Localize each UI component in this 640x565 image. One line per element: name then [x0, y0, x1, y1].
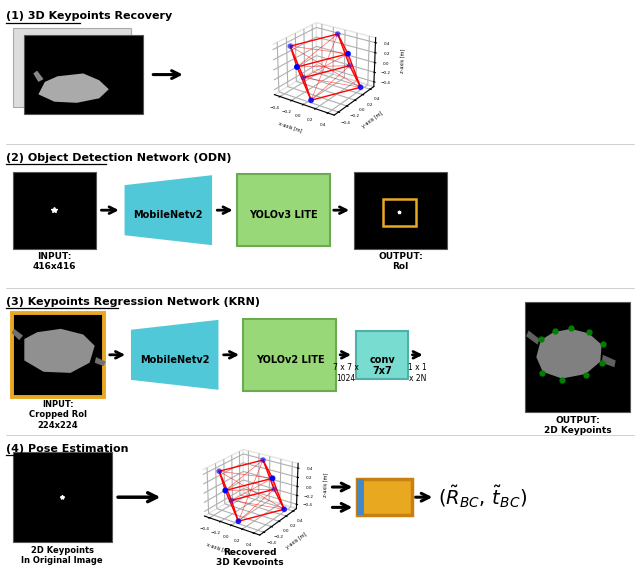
Text: (4) Pose Estimation: (4) Pose Estimation: [6, 444, 129, 454]
Y-axis label: y-axis [m]: y-axis [m]: [285, 532, 308, 550]
Polygon shape: [130, 319, 220, 391]
Polygon shape: [38, 73, 109, 103]
Polygon shape: [12, 329, 23, 340]
X-axis label: x-axis [m]: x-axis [m]: [206, 541, 231, 554]
Text: 7 x 7 x
1024: 7 x 7 x 1024: [333, 363, 358, 383]
FancyBboxPatch shape: [357, 479, 412, 515]
FancyBboxPatch shape: [243, 319, 336, 391]
Text: (1) 3D Keypoints Recovery: (1) 3D Keypoints Recovery: [6, 11, 173, 21]
Text: MobileNetv2: MobileNetv2: [134, 210, 203, 220]
Polygon shape: [526, 331, 540, 345]
Polygon shape: [24, 329, 95, 373]
Text: INPUT:
416x416: INPUT: 416x416: [33, 252, 76, 271]
Text: OUTPUT:
RoI: OUTPUT: RoI: [378, 252, 423, 271]
FancyBboxPatch shape: [13, 172, 96, 249]
Text: YOLOv2 LITE: YOLOv2 LITE: [255, 355, 324, 365]
Text: PnP: PnP: [368, 497, 401, 512]
Polygon shape: [602, 355, 616, 367]
Polygon shape: [536, 329, 602, 379]
Text: $(\tilde{R}_{BC},\,\tilde{t}_{BC})$: $(\tilde{R}_{BC},\,\tilde{t}_{BC})$: [438, 484, 527, 510]
FancyBboxPatch shape: [354, 172, 447, 249]
Text: conv
7x7: conv 7x7: [369, 355, 395, 376]
Text: 1 x 1
x 2N: 1 x 1 x 2N: [408, 363, 427, 383]
FancyBboxPatch shape: [356, 331, 408, 379]
FancyBboxPatch shape: [237, 174, 330, 246]
Polygon shape: [33, 71, 44, 82]
Text: (3) Keypoints Regression Network (KRN): (3) Keypoints Regression Network (KRN): [6, 297, 260, 307]
X-axis label: x-axis [m]: x-axis [m]: [278, 121, 303, 133]
Text: 2D Keypoints
In Original Image: 2D Keypoints In Original Image: [21, 546, 103, 565]
Text: INPUT:
Cropped RoI
224x224: INPUT: Cropped RoI 224x224: [29, 400, 86, 430]
FancyBboxPatch shape: [13, 28, 131, 107]
Text: OUTPUT:
2D Keypoints: OUTPUT: 2D Keypoints: [544, 416, 612, 435]
Y-axis label: y-axis [m]: y-axis [m]: [361, 111, 383, 129]
FancyBboxPatch shape: [13, 452, 112, 542]
FancyBboxPatch shape: [24, 35, 143, 114]
Text: Recovered
3D Keypoints: Recovered 3D Keypoints: [216, 548, 284, 565]
Polygon shape: [95, 357, 106, 366]
Polygon shape: [124, 174, 213, 246]
FancyBboxPatch shape: [525, 302, 630, 412]
Text: YOLOv3 LITE: YOLOv3 LITE: [249, 210, 318, 220]
FancyBboxPatch shape: [383, 199, 416, 226]
FancyBboxPatch shape: [357, 479, 364, 515]
Text: (2) Object Detection Network (ODN): (2) Object Detection Network (ODN): [6, 153, 232, 163]
Text: MobileNetv2: MobileNetv2: [140, 355, 209, 365]
FancyBboxPatch shape: [12, 313, 104, 397]
